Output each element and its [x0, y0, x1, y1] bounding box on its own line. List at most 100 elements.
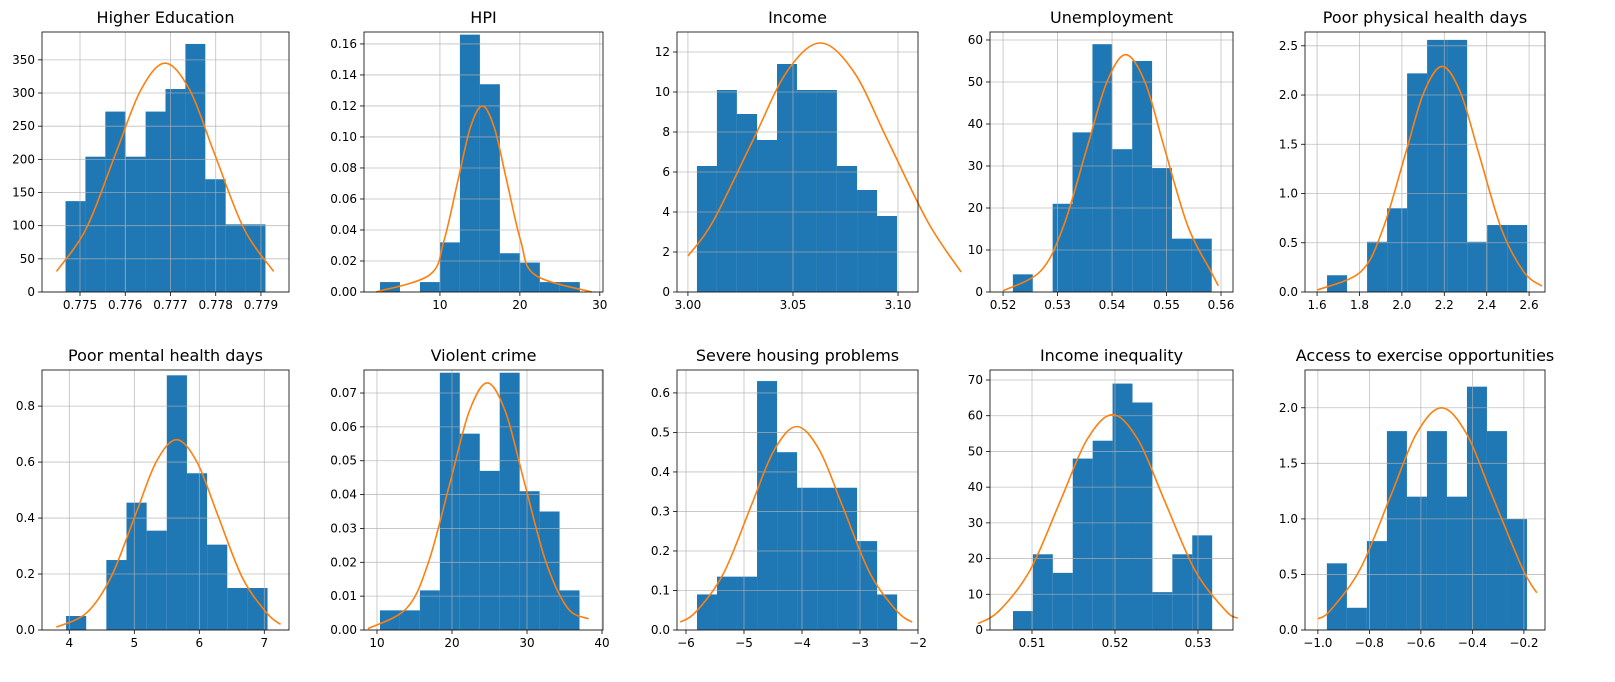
- histogram-bar: [1367, 241, 1388, 292]
- histogram-bar: [836, 166, 858, 292]
- histogram-bar: [1152, 168, 1172, 292]
- histogram-bar: [66, 616, 87, 630]
- x-tick-label: 20: [512, 298, 527, 312]
- y-tick-label: 0.08: [330, 161, 357, 175]
- x-tick-label: −0.6: [1406, 636, 1435, 650]
- histogram-bar: [1507, 225, 1528, 292]
- histogram-bar: [105, 111, 126, 293]
- histogram-panel: Poor physical health days 1.6 1.8 2.0 2.2 2.4…: [1279, 8, 1546, 312]
- x-tick-label: 10: [432, 298, 447, 312]
- fit-curve: [1317, 406, 1538, 620]
- x-tick-label: 0.777: [153, 298, 187, 312]
- histogram-bar: [1386, 431, 1407, 630]
- axes-frame: [41, 31, 290, 293]
- x-tick-label: 0.55: [1153, 298, 1180, 312]
- histogram-bar: [1486, 431, 1507, 630]
- panel-title: Higher Education: [97, 8, 235, 27]
- x-tick-label: −0.2: [1509, 636, 1538, 650]
- histogram-bar: [1092, 44, 1113, 292]
- histogram-bar: [1092, 440, 1113, 630]
- y-tick-label: 0.5: [1279, 567, 1298, 581]
- y-tick-label: 0.8: [16, 399, 35, 413]
- histogram-panel: Unemployment 0.52 0.53 0.54 0.55 0.56 0 10 20 30 4…: [968, 8, 1235, 312]
- y-tick-label: 0.1: [651, 583, 670, 597]
- x-tick-label: 0.51: [1019, 636, 1046, 650]
- y-tick-label: 2.0: [1279, 88, 1298, 102]
- y-tick-label: 0: [975, 623, 983, 637]
- histogram-bar: [1172, 554, 1193, 630]
- y-tick-label: 0.06: [330, 192, 357, 206]
- histogram-panel: Violent crime 10 20 30 40 0.00 0.01 0.02 0.03 0.0…: [330, 346, 609, 650]
- y-tick-label: 0.5: [1279, 236, 1298, 250]
- y-tick-label: 0.4: [651, 465, 670, 479]
- histogram-bar: [1032, 554, 1053, 630]
- y-tick-label: 30: [968, 159, 983, 173]
- axes-frame: [363, 369, 604, 631]
- y-tick-label: 200: [12, 152, 35, 166]
- x-tick-label: 30: [519, 636, 534, 650]
- x-tick-label: 3.10: [885, 298, 912, 312]
- x-tick-label: 5: [130, 636, 138, 650]
- y-tick-label: 30: [968, 516, 983, 530]
- fit-curve: [55, 438, 282, 628]
- y-tick-label: 0.0: [1279, 623, 1298, 637]
- histogram-bar: [1467, 241, 1488, 292]
- histogram-panel: Access to exercise opportunities −1.0 −0.8…: [1279, 346, 1554, 650]
- histogram-panel: Poor mental health days 4 5 6 7 0.0 0.2 0.4 0.6 0…: [16, 346, 290, 650]
- histogram-bar: [126, 502, 147, 630]
- x-tick-label: −0.8: [1355, 636, 1384, 650]
- x-tick-label: 0.778: [199, 298, 233, 312]
- histogram-bar: [146, 530, 167, 630]
- y-tick-label: 0.06: [330, 420, 357, 434]
- histogram-bar: [1326, 563, 1347, 630]
- panel-title: Severe housing problems: [696, 346, 899, 365]
- x-tick-label: 10: [369, 636, 384, 650]
- histogram-bar: [1072, 132, 1093, 292]
- x-tick-label: 6: [195, 636, 203, 650]
- histogram-bar: [796, 90, 817, 292]
- histogram-panel: Income inequality 0.51 0.52 0.53 0 10 20 30 40 50…: [968, 346, 1239, 650]
- axes-frame: [41, 369, 290, 631]
- histogram-bar: [1406, 496, 1427, 630]
- y-tick-label: 60: [968, 409, 983, 423]
- histogram-bar: [757, 140, 778, 292]
- x-tick-label: 2.2: [1435, 298, 1454, 312]
- fit-curve: [1002, 53, 1220, 292]
- histogram-bar: [1426, 431, 1447, 630]
- x-tick-label: 0.54: [1099, 298, 1126, 312]
- x-tick-label: 0.775: [63, 298, 97, 312]
- x-tick-label: 7: [260, 636, 268, 650]
- y-tick-label: 0: [27, 285, 35, 299]
- histogram-bar: [1366, 541, 1387, 630]
- y-tick-label: 0.14: [330, 68, 357, 82]
- y-tick-label: 0.04: [330, 488, 357, 502]
- histogram-bar: [419, 282, 440, 292]
- y-tick-label: 2: [662, 245, 670, 259]
- x-tick-label: 30: [592, 298, 607, 312]
- histogram-bar: [439, 372, 460, 630]
- histogram-bar: [1487, 225, 1508, 292]
- histogram-bar: [379, 282, 400, 292]
- histogram-bar: [1112, 383, 1133, 630]
- y-tick-label: 50: [968, 75, 983, 89]
- y-tick-label: 20: [968, 552, 983, 566]
- histogram-bar: [817, 487, 838, 630]
- histogram-bar: [816, 90, 837, 292]
- histogram-bar: [439, 242, 460, 292]
- histogram-bar: [399, 610, 420, 630]
- axes-frame: [1304, 369, 1546, 631]
- y-tick-label: 10: [968, 243, 983, 257]
- y-tick-label: 0.01: [330, 589, 357, 603]
- histogram-bar: [1407, 73, 1428, 292]
- x-tick-label: 3.05: [780, 298, 807, 312]
- x-tick-label: 20: [444, 636, 459, 650]
- x-tick-label: 0.52: [1102, 636, 1129, 650]
- axes-frame: [989, 31, 1234, 293]
- histogram-bar: [1191, 238, 1212, 292]
- histogram-bar: [1387, 208, 1408, 292]
- histogram-bar: [777, 64, 797, 292]
- fit-curve: [1316, 65, 1543, 291]
- histogram-bar: [837, 487, 858, 630]
- histogram-bar: [697, 594, 718, 630]
- histogram-bar: [539, 282, 560, 292]
